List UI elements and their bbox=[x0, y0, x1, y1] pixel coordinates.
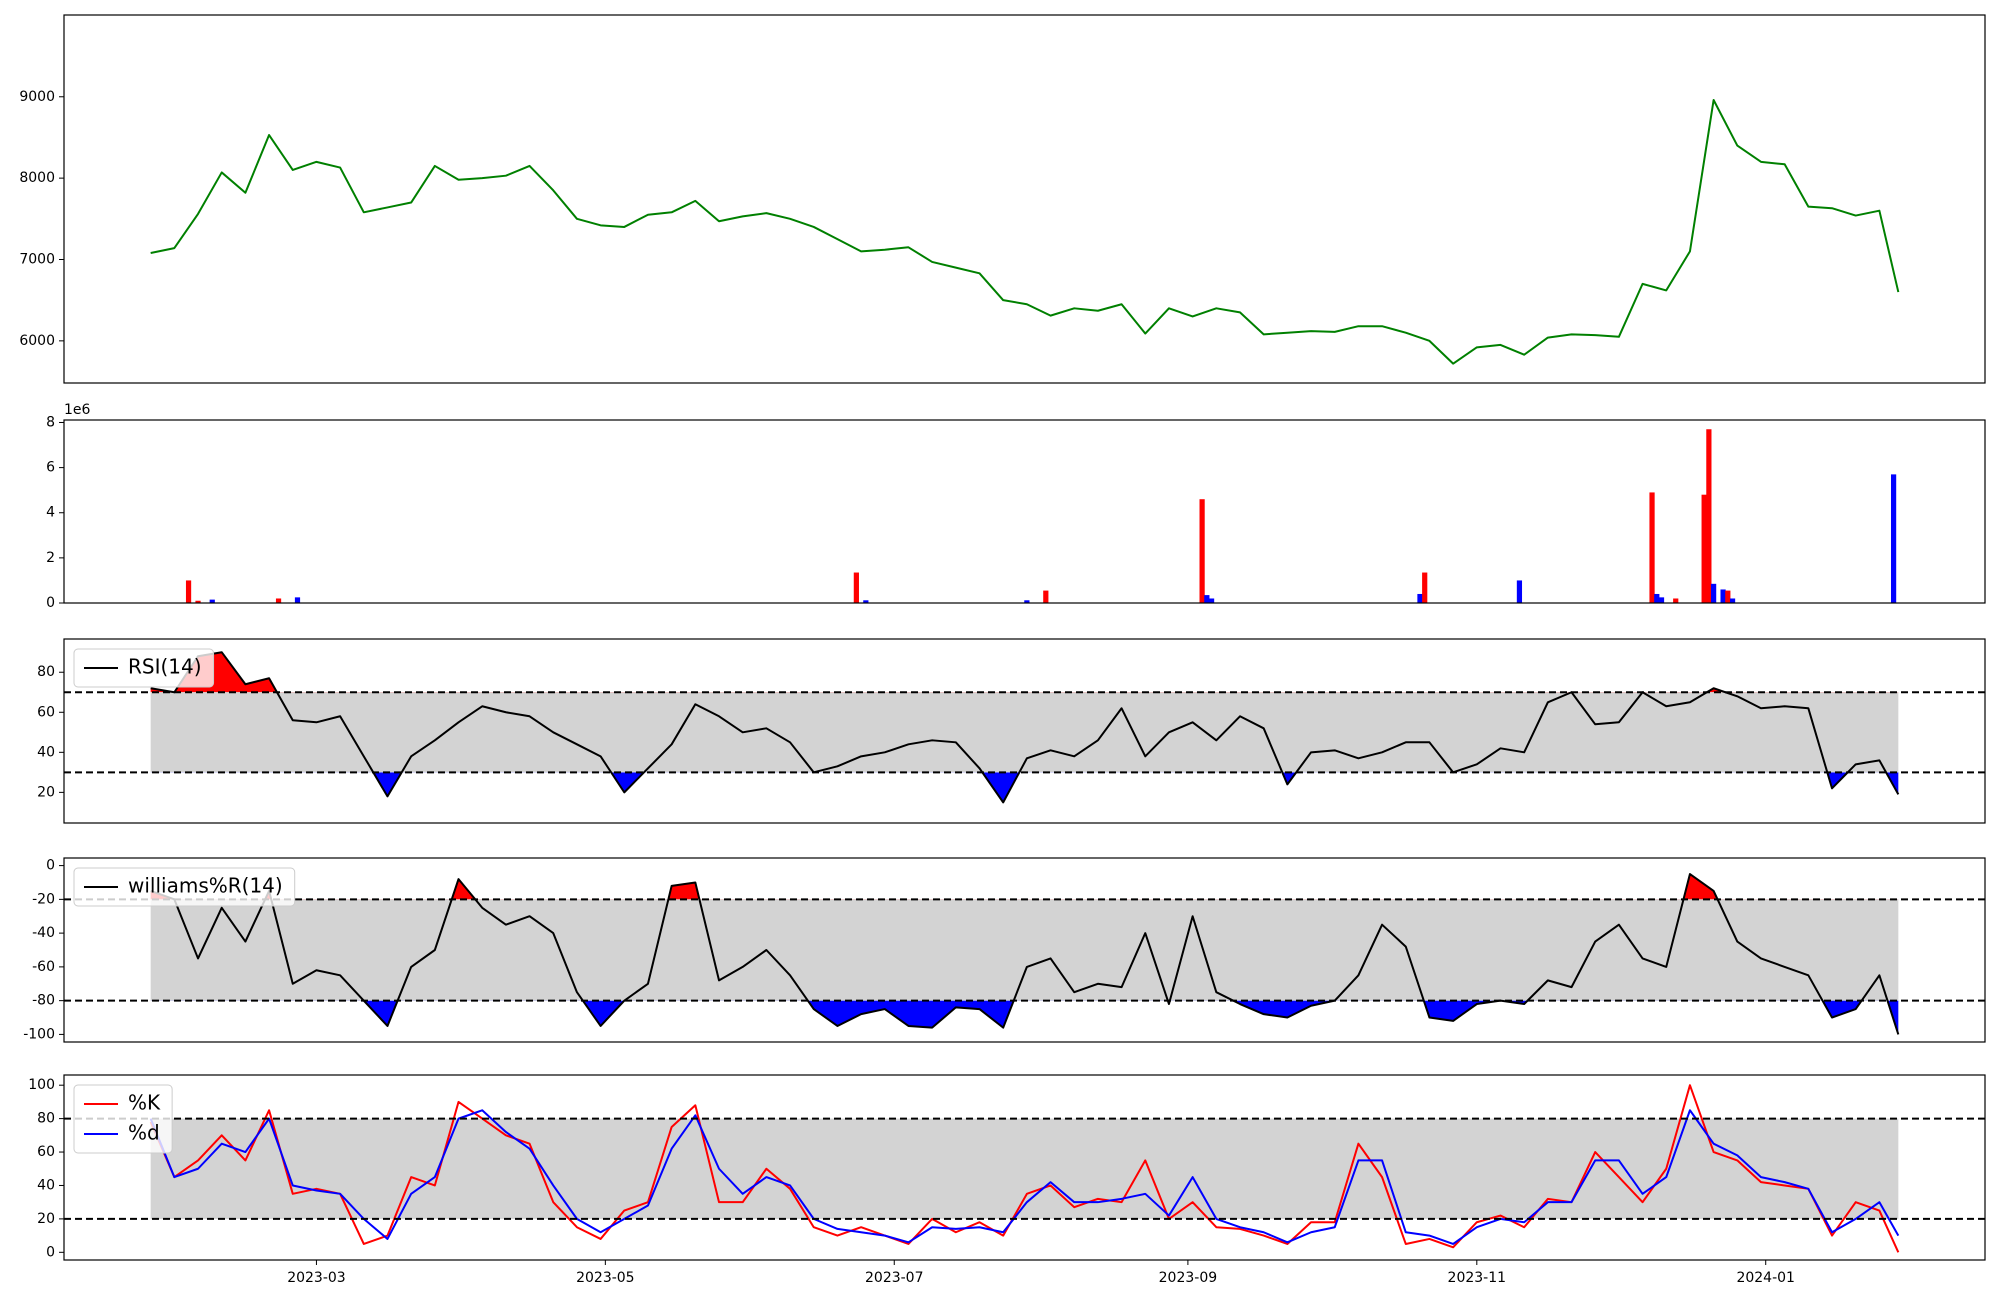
legend-label: %K bbox=[128, 1091, 161, 1115]
threshold-band bbox=[150, 1118, 1899, 1219]
y-tick-label: -60 bbox=[32, 959, 55, 975]
y-tick-label: 0 bbox=[46, 858, 55, 874]
legend-label: %d bbox=[128, 1121, 160, 1145]
volume-bar bbox=[275, 598, 282, 603]
volume-bar bbox=[1043, 590, 1049, 603]
plot-area bbox=[150, 99, 1900, 365]
volume-bar bbox=[863, 600, 869, 603]
volume-bar bbox=[1729, 598, 1736, 603]
series-line bbox=[150, 873, 1900, 1035]
y-tick-label: 6 bbox=[46, 460, 55, 476]
legend-box bbox=[73, 648, 215, 688]
plot-area bbox=[64, 651, 1985, 804]
legend: %K %d bbox=[73, 1084, 173, 1154]
axes-frame bbox=[63, 14, 1986, 384]
axes-frame bbox=[63, 419, 1986, 604]
legend-label: williams%R(14) bbox=[128, 874, 283, 898]
volume-bar bbox=[1658, 597, 1665, 603]
volume-bar bbox=[209, 599, 215, 603]
volume-bar bbox=[1422, 572, 1428, 603]
y-tick-label: -100 bbox=[23, 1026, 55, 1042]
axes-frame bbox=[63, 857, 1986, 1043]
series-line bbox=[150, 99, 1900, 365]
volume-bar bbox=[1720, 589, 1726, 603]
y-tick-label: 0 bbox=[46, 1244, 55, 1260]
y-tick-label: -20 bbox=[32, 891, 55, 907]
y-tick-label: -40 bbox=[32, 925, 55, 941]
y-tick-label: 100 bbox=[28, 1077, 55, 1093]
y-tick-label: 2 bbox=[46, 550, 55, 566]
y-tick-label: -80 bbox=[32, 993, 55, 1009]
threshold-band bbox=[150, 692, 1899, 773]
volume-bar bbox=[853, 572, 859, 603]
panel: 6000 7000 8000 9000 bbox=[19, 14, 1986, 384]
axis-offset-label: 1e6 bbox=[64, 402, 91, 418]
x-tick-label: 2023-03 bbox=[287, 1270, 346, 1286]
legend-label: RSI(14) bbox=[128, 655, 202, 679]
y-tick-label: 40 bbox=[37, 1177, 55, 1193]
legend-box bbox=[73, 867, 296, 907]
y-tick-label: 80 bbox=[37, 664, 55, 680]
x-tick-label: 2023-05 bbox=[576, 1270, 635, 1286]
series-line bbox=[149, 1109, 1900, 1245]
legend-box bbox=[73, 1084, 173, 1154]
volume-bar bbox=[1516, 580, 1523, 603]
volume-bar bbox=[1711, 583, 1717, 603]
volume-bar bbox=[1208, 598, 1215, 603]
plot-area bbox=[185, 429, 1897, 603]
y-tick-label: 7000 bbox=[19, 251, 55, 267]
y-tick-label: 60 bbox=[37, 1144, 55, 1160]
x-tick-label: 2023-11 bbox=[1448, 1270, 1507, 1286]
y-tick-label: 9000 bbox=[19, 89, 55, 105]
volume-bar bbox=[185, 580, 192, 603]
axes-frame bbox=[63, 1074, 1986, 1261]
volume-bar bbox=[1199, 499, 1205, 603]
y-tick-label: 40 bbox=[37, 744, 55, 760]
threshold-band bbox=[150, 899, 1899, 1001]
x-tick-label: 2024-01 bbox=[1736, 1270, 1795, 1286]
volume-bar bbox=[1673, 598, 1679, 603]
y-tick-label: 60 bbox=[37, 704, 55, 720]
y-tick-label: 8000 bbox=[19, 170, 55, 186]
y-tick-label: 8 bbox=[46, 414, 55, 430]
volume-bar bbox=[1024, 600, 1030, 603]
volume-bar bbox=[1701, 494, 1707, 603]
y-tick-label: 20 bbox=[37, 1211, 55, 1227]
volume-bar bbox=[1417, 593, 1423, 603]
volume-bar bbox=[1649, 492, 1655, 603]
volume-bar bbox=[294, 597, 301, 603]
series-line bbox=[150, 651, 1900, 804]
panel: -100 -80 -60 -40 -20 0 williams%R(14) bbox=[23, 857, 1986, 1043]
y-tick-label: 6000 bbox=[19, 333, 55, 349]
y-tick-label: 80 bbox=[37, 1111, 55, 1127]
y-tick-label: 20 bbox=[37, 784, 55, 800]
y-tick-label: 0 bbox=[46, 595, 55, 611]
x-tick-label: 2023-09 bbox=[1159, 1270, 1218, 1286]
x-tick-label: 2023-07 bbox=[865, 1270, 924, 1286]
volume-bar bbox=[1706, 429, 1712, 603]
legend: williams%R(14) bbox=[73, 867, 296, 907]
volume-bar bbox=[1204, 595, 1210, 603]
volume-bar bbox=[1890, 474, 1897, 603]
panel: 0 20 40 60 80 100 2023-03 2023-05 2023-07 2023-09… bbox=[28, 1074, 1986, 1286]
volume-bar bbox=[195, 600, 201, 603]
volume-bar bbox=[1725, 590, 1731, 603]
panel: 0 2 4 6 8 1e6 bbox=[46, 402, 1986, 611]
plot-area bbox=[64, 873, 1985, 1035]
y-tick-label: 4 bbox=[46, 505, 55, 521]
legend: RSI(14) bbox=[73, 648, 215, 688]
panel: 20 40 60 80 RSI(14) bbox=[37, 638, 1986, 824]
axes-frame bbox=[63, 638, 1986, 824]
volume-bar bbox=[1654, 593, 1660, 603]
plot-area bbox=[64, 1084, 1985, 1253]
